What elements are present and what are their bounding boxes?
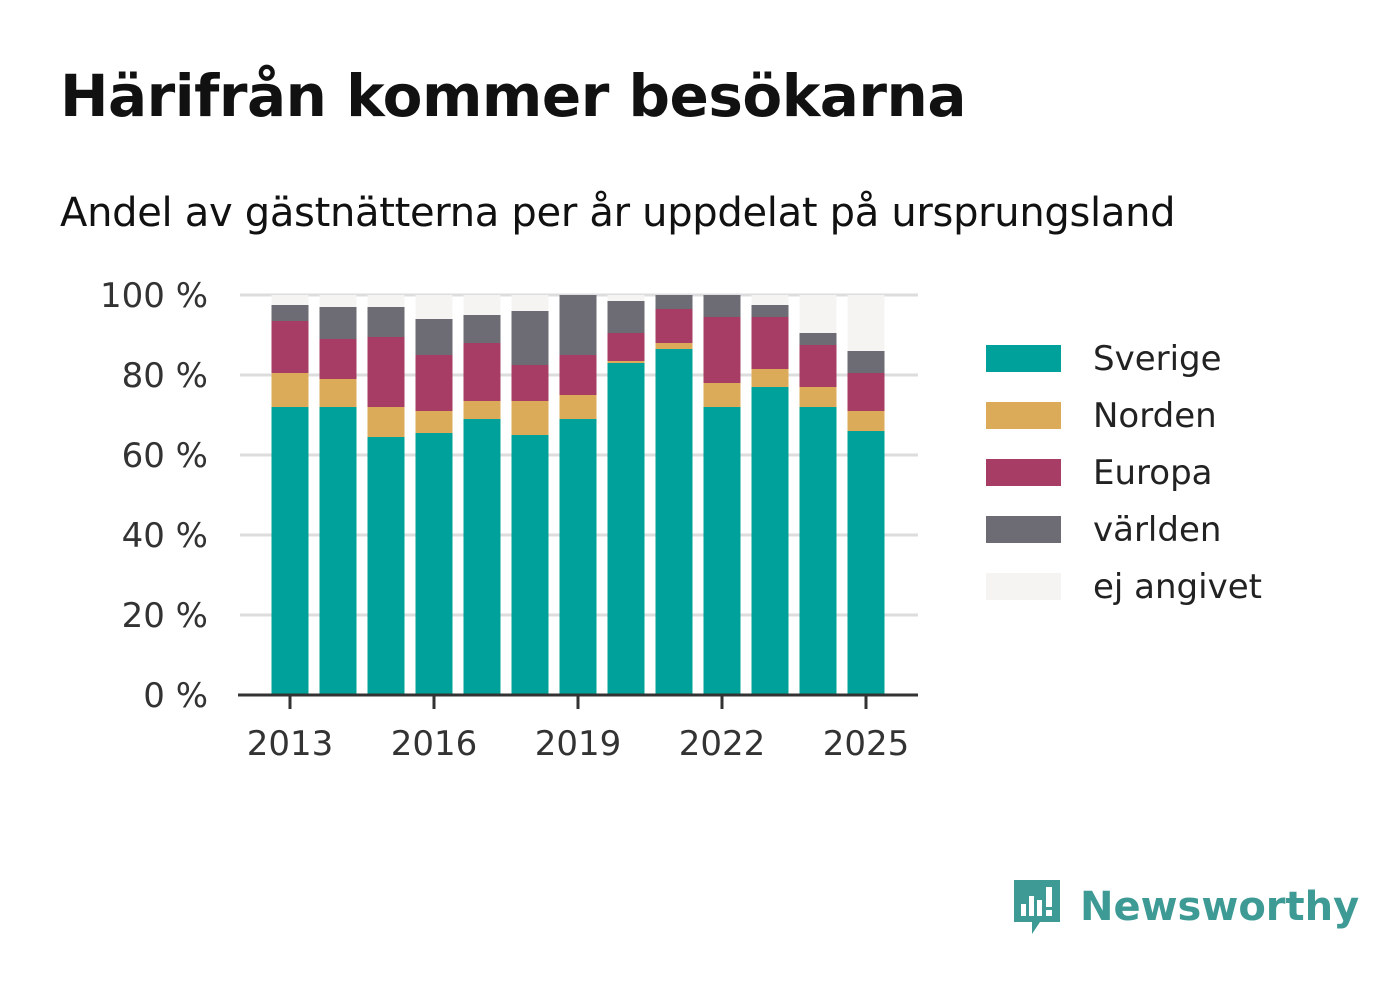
bar-segment — [799, 345, 837, 387]
bar-segment — [415, 355, 453, 411]
bar-segment — [271, 407, 309, 695]
bar-segment — [367, 337, 405, 407]
bar-segment — [511, 311, 549, 365]
bar-segment — [367, 437, 405, 695]
y-tick-label: 100 % — [100, 276, 208, 316]
legend-label: Europa — [1093, 452, 1213, 493]
legend-label: Norden — [1093, 395, 1217, 436]
legend-swatch — [986, 345, 1061, 372]
bar-segment — [319, 407, 357, 695]
bar-segment — [751, 305, 789, 317]
y-tick-label: 0 % — [143, 676, 208, 716]
y-tick-label: 80 % — [122, 356, 208, 396]
y-tick-label: 40 % — [122, 516, 208, 556]
chart-legend: Sverige Norden Europa världen ej angivet — [986, 330, 1262, 615]
bar-segment — [463, 295, 501, 315]
x-tick-label: 2025 — [823, 724, 910, 764]
bar-segment — [607, 301, 645, 333]
bar-segment — [463, 401, 501, 419]
x-tick-label: 2022 — [679, 724, 766, 764]
chart-title: Härifrån kommer besökarna — [60, 62, 966, 130]
bar-segment — [415, 411, 453, 433]
legend-swatch — [986, 459, 1061, 486]
bar-segment — [751, 369, 789, 387]
bar-segment — [463, 419, 501, 695]
bar-segment — [319, 379, 357, 407]
bar-segment — [463, 343, 501, 401]
bar-segment — [751, 387, 789, 695]
legend-label: ej angivet — [1093, 566, 1262, 607]
bar-segment — [319, 307, 357, 339]
newsworthy-logo-icon — [1014, 880, 1060, 934]
bar-segment — [847, 373, 885, 411]
bar-segment — [511, 365, 549, 401]
legend-item: Europa — [986, 444, 1262, 501]
bar-segment — [415, 433, 453, 695]
bar-segment — [799, 295, 837, 333]
legend-swatch — [986, 573, 1061, 600]
x-tick-label: 2016 — [391, 724, 478, 764]
bar-segment — [751, 317, 789, 369]
bar-segment — [319, 339, 357, 379]
brand-logo: Newsworthy — [1010, 876, 1359, 938]
bar-segment — [559, 419, 597, 695]
bar-segment — [799, 333, 837, 345]
bar-segment — [271, 321, 309, 373]
bar-segment — [415, 319, 453, 355]
bar-segment — [367, 295, 405, 307]
bar-segment — [319, 295, 357, 307]
bar-segment — [703, 295, 741, 317]
bar-segment — [847, 411, 885, 431]
bar-segment — [559, 395, 597, 419]
bar-segment — [511, 401, 549, 435]
bar-segment — [607, 295, 645, 301]
bar-segment — [271, 295, 309, 305]
bar-segment — [799, 387, 837, 407]
bar-segment — [367, 407, 405, 437]
bar-segment — [703, 383, 741, 407]
y-tick-label: 20 % — [122, 596, 208, 636]
bar-segment — [367, 307, 405, 337]
bar-segment — [607, 363, 645, 695]
stacked-bar-chart: 0 % 20 % 40 % 60 % 80 % 100 % 2013 2016 2019 2022… — [100, 276, 918, 764]
bar-segment — [463, 315, 501, 343]
x-tick-label: 2013 — [247, 724, 334, 764]
legend-swatch — [986, 516, 1061, 543]
bar-segment — [703, 407, 741, 695]
legend-item: Sverige — [986, 330, 1262, 387]
bar-segment — [703, 317, 741, 383]
bar-segment — [847, 295, 885, 351]
bar-segment — [655, 309, 693, 343]
bar-segment — [655, 349, 693, 695]
legend-label: världen — [1093, 509, 1222, 550]
x-tick-label: 2019 — [535, 724, 622, 764]
bar-segment — [271, 305, 309, 321]
legend-item: världen — [986, 501, 1262, 558]
chart-subtitle: Andel av gästnätterna per år uppdelat på… — [60, 190, 1176, 236]
y-tick-label: 60 % — [122, 436, 208, 476]
legend-item: Norden — [986, 387, 1262, 444]
legend-label: Sverige — [1093, 338, 1222, 379]
bar-segment — [559, 295, 597, 355]
bar-segment — [559, 355, 597, 395]
bar-segment — [799, 407, 837, 695]
bar-segment — [607, 333, 645, 361]
brand-label: Newsworthy — [1080, 884, 1360, 930]
legend-swatch — [986, 402, 1061, 429]
bar-segment — [847, 431, 885, 695]
bar-segment — [847, 351, 885, 373]
bar-segment — [415, 295, 453, 319]
bar-segment — [655, 295, 693, 309]
legend-item: ej angivet — [986, 558, 1262, 615]
bar-segment — [511, 295, 549, 311]
bar-segment — [655, 343, 693, 349]
bar-segment — [511, 435, 549, 695]
bar-segment — [751, 295, 789, 305]
bar-segment — [271, 373, 309, 407]
bar-segment — [607, 361, 645, 363]
